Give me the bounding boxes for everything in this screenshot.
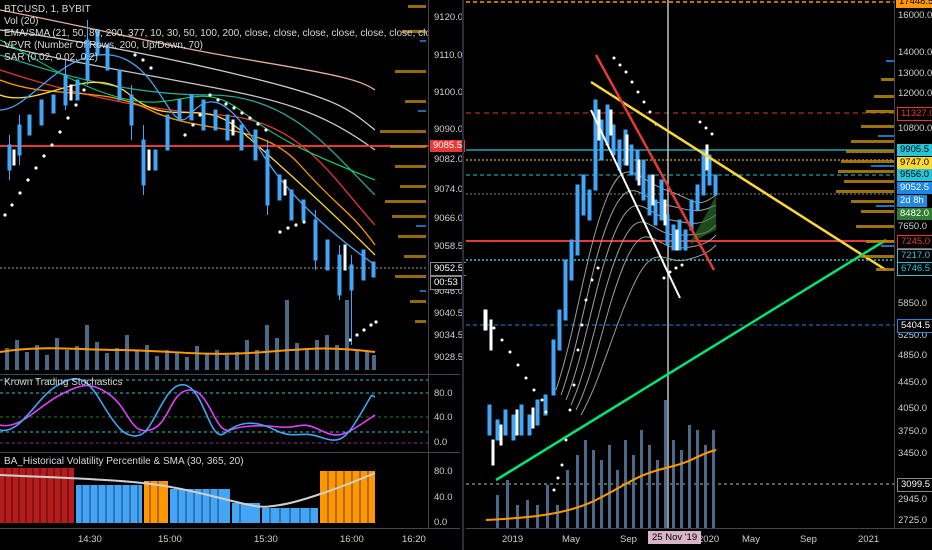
crosshair-time-label: 25 Nov '19	[648, 531, 702, 544]
left-price-tick: 9040.5	[434, 308, 464, 319]
right-time-tick: Sep	[620, 534, 637, 545]
left-time-tick: 16:00	[340, 534, 364, 545]
hv-bars-orange	[144, 471, 375, 523]
left-chart-pane[interactable]: BTCUSD, 1, BYBIT Vol (20) EMA/SMA (21, 5…	[0, 0, 468, 550]
red-trendline	[594, 54, 716, 271]
left-price-tick: 9120.0	[434, 12, 464, 23]
right-price-tick: 7650.0	[898, 221, 928, 232]
right-price-tick: 3750.0	[898, 426, 928, 437]
right-price-tick: 3450.0	[898, 448, 928, 459]
left-price-tick: 9110.0	[434, 50, 463, 61]
right-price-tick: 4050.0	[898, 403, 928, 414]
right-price-tick: 12000.0	[898, 88, 932, 99]
stoch-tick: 0.0	[434, 437, 448, 448]
right-price-tick: 4850.0	[898, 350, 928, 361]
right-time-tick: 2019	[502, 534, 524, 545]
left-sar-legend[interactable]: SAR (0.02, 0.02, 0.2)	[4, 52, 98, 63]
left-volume-ma	[0, 347, 376, 355]
level-tag-7217: 7217.0	[897, 249, 932, 263]
right-chart-pane[interactable]: 17448.5 16000.0 14000.0 13000.0 12000.0 …	[466, 0, 932, 550]
left-vpvr-legend[interactable]: VPVR (Number Of Rows, 200, Up/Down, 70)	[4, 40, 203, 51]
hv-tick: 40.0	[434, 492, 453, 503]
left-symbol-legend[interactable]: BTCUSD, 1, BYBIT	[4, 4, 91, 15]
left-price-tick: 9074.0	[434, 184, 464, 195]
level-tag-9747: 9747.0	[897, 157, 932, 169]
right-time-tick: May	[562, 534, 580, 545]
stoch-tick: 80.0	[434, 388, 453, 399]
countdown-tag: 2d 8h	[897, 195, 927, 207]
level-tag-5404: 5404.5	[897, 319, 932, 333]
left-candles	[7, 20, 376, 345]
right-price-tick: 4450.0	[898, 377, 928, 388]
level-tag-8482: 8482.0	[897, 208, 932, 220]
right-price-tick: 5250.0	[898, 330, 928, 341]
right-time-tick: 2021	[858, 534, 880, 545]
green-trendline	[495, 238, 887, 482]
right-price-tick: 2945.0	[898, 494, 928, 505]
level-tag-11327: 11327.0	[897, 107, 932, 121]
left-countdown-tag: 00:53	[430, 276, 462, 290]
right-time-tick: 2020	[698, 534, 720, 545]
left-price-tick: 9028.5	[434, 352, 464, 363]
right-price-plot[interactable]	[466, 0, 894, 528]
left-price-plot[interactable]	[0, 0, 428, 374]
left-candles-white	[12, 84, 347, 271]
current-price-tag: 9052.5	[897, 182, 932, 194]
level-tag-6746: 6746.5	[897, 262, 932, 276]
right-time-tick: May	[742, 534, 760, 545]
left-price-axis-border	[428, 0, 429, 528]
right-price-tick: 5850.0	[898, 298, 928, 309]
right-candles-white	[483, 109, 709, 466]
white-trendline	[590, 109, 681, 299]
left-volume-legend[interactable]: Vol (20)	[4, 16, 39, 27]
level-tag-9905: 9905.5	[897, 144, 932, 156]
right-price-tick: 16000.0	[898, 10, 932, 21]
hv-bars-blue	[76, 485, 318, 523]
hv-tick: 80.0	[434, 466, 453, 477]
left-volume-bars	[5, 300, 376, 370]
hv-legend[interactable]: BA_Historical Volatility Percentile & SM…	[4, 456, 244, 467]
stoch-tick: 40.0	[434, 412, 453, 423]
left-time-tick: 15:30	[254, 534, 278, 545]
right-price-tick: 2725.0	[898, 515, 928, 526]
right-price-axis-border	[894, 0, 895, 528]
level-tag-9556: 9556.0	[897, 169, 932, 181]
level-tag-3099: 3099.5	[897, 478, 932, 492]
right-volume-ma	[485, 449, 717, 521]
top-level-tag: 17448.5	[896, 0, 932, 8]
left-price-tick: 9082.0	[434, 154, 464, 165]
right-time-tick: Sep	[800, 534, 817, 545]
stochastic-plot[interactable]	[0, 375, 428, 453]
right-sar-dots	[484, 56, 714, 492]
right-price-tick: 14000.0	[898, 47, 932, 58]
left-sar-dots	[3, 53, 378, 342]
stochastic-legend[interactable]: Krown Trading Stochastics	[4, 377, 123, 388]
left-vpvr	[380, 5, 426, 323]
left-price-tick: 9090.0	[434, 124, 464, 135]
left-price-tick: 9066.0	[434, 213, 464, 224]
level-tag-7245: 7245.0	[897, 235, 932, 249]
right-price-tick: 10800.0	[898, 123, 932, 134]
left-red-level-tag: 9085.5	[430, 140, 466, 152]
right-price-tick: 13000.0	[898, 68, 932, 79]
left-price-tick: 9046.0	[434, 286, 464, 297]
left-price-tick: 9034.5	[434, 330, 464, 341]
hv-tick: 0.0	[434, 517, 448, 528]
left-price-tick: 9058.5	[434, 241, 464, 252]
left-time-tick: 16:20	[402, 534, 426, 545]
left-time-tick: 15:00	[158, 534, 182, 545]
right-vpvr	[836, 78, 894, 271]
left-time-tick: 14:30	[78, 534, 102, 545]
yellow-trendline	[590, 80, 887, 272]
left-ema-legend[interactable]: EMA/SMA (21, 50, 89, 200, 377, 10, 30, 5…	[4, 28, 428, 39]
left-price-tick: 9100.0	[434, 87, 464, 98]
hv-percentile-plot[interactable]	[0, 453, 428, 529]
pane-divider[interactable]	[462, 0, 464, 550]
